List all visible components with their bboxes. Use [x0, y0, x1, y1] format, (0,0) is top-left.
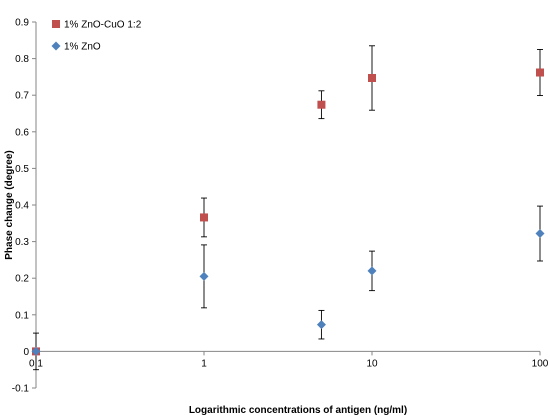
error-bars — [33, 45, 543, 371]
y-tick-label: 0.6 — [15, 127, 29, 138]
data-markers — [31, 68, 545, 356]
series-2-point — [316, 320, 326, 330]
series-1-point — [368, 73, 376, 82]
y-tick-label: 0.3 — [15, 237, 29, 248]
series-1-point — [200, 213, 208, 222]
series-2-point — [199, 271, 209, 281]
series-2-point — [535, 229, 545, 239]
series-2-point — [367, 266, 377, 276]
y-tick-label: 0.7 — [15, 91, 29, 102]
legend: 1% ZnO-CuO 1:2 1% ZnO — [51, 20, 142, 53]
y-tick-label: 0.9 — [15, 18, 29, 29]
y-tick-label: 0 — [23, 347, 29, 358]
y-axis-ticks: -0.1 0 0.1 0.2 0.3 0.4 0.5 0.6 0.7 0.8 0.9 — [12, 18, 36, 395]
series-1-point — [317, 100, 326, 109]
x-tick-label: 10 — [366, 358, 378, 369]
legend-label: 1% ZnO-CuO 1:2 — [64, 20, 142, 31]
x-axis-ticks: 0.1 1 10 100 — [29, 351, 549, 369]
legend-label: 1% ZnO — [64, 42, 101, 53]
series-2-point — [31, 346, 41, 356]
y-tick-label: 0.1 — [15, 310, 29, 321]
y-tick-label: 0.8 — [15, 54, 29, 65]
legend-marker — [52, 20, 60, 28]
y-tick-label: 0.2 — [15, 274, 29, 285]
y-tick-label: -0.1 — [12, 384, 30, 395]
x-tick-label: 100 — [532, 358, 549, 369]
x-axis-title: Logarithmic concentrations of antigen (n… — [189, 405, 407, 416]
y-axis-title: Phase change (degree) — [4, 150, 15, 259]
legend-marker — [51, 41, 61, 51]
series-1-point — [536, 68, 544, 77]
x-tick-label: 1 — [201, 358, 207, 369]
y-tick-label: 0.5 — [15, 164, 29, 175]
y-tick-label: 0.4 — [15, 201, 29, 212]
